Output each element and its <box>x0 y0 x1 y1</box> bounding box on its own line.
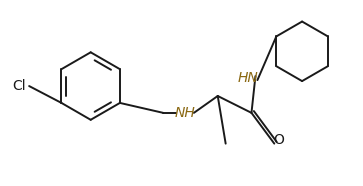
Text: HN: HN <box>237 71 258 85</box>
Text: O: O <box>273 133 284 147</box>
Text: Cl: Cl <box>12 79 26 93</box>
Text: NH: NH <box>175 106 195 120</box>
